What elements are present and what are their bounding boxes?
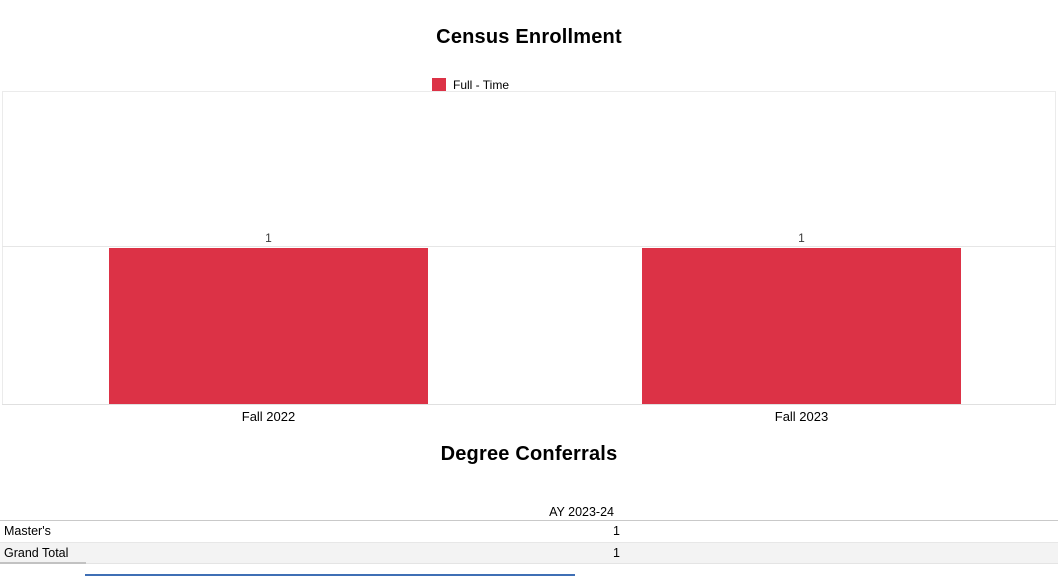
x-axis-label-fall-2023: Fall 2023 [774,409,829,424]
x-axis-line [2,404,1056,405]
legend-swatch-icon [432,78,446,92]
row-value-grand-total: 1 [613,546,620,560]
table-row-masters[interactable]: Master's 1 [0,521,1058,542]
row-value-masters: 1 [613,524,620,538]
gridline-value-1 [2,246,1056,247]
legend-item-full-time[interactable]: Full - Time [432,78,509,92]
degree-conferrals-title: Degree Conferrals [440,443,618,465]
table-footer-divider-dark [0,562,86,564]
table-column-header-ay-2023-24: AY 2023-24 [549,505,614,519]
bottom-scroll-indicator[interactable] [85,574,575,576]
table-footer-divider-light [86,563,1058,564]
bar-data-label-fall-2022: 1 [265,231,272,245]
bar-fall-2023[interactable] [642,248,961,404]
table-header-divider [0,520,1058,521]
bar-data-label-fall-2023: 1 [798,231,805,245]
bar-fall-2022[interactable] [109,248,428,404]
x-axis-label-fall-2022: Fall 2022 [241,409,296,424]
legend-label: Full - Time [453,78,510,92]
row-label-grand-total: Grand Total [4,546,69,560]
row-label-masters: Master's [4,524,51,538]
census-enrollment-title: Census Enrollment [436,26,622,48]
table-row-grand-total[interactable]: Grand Total 1 [0,542,1058,563]
